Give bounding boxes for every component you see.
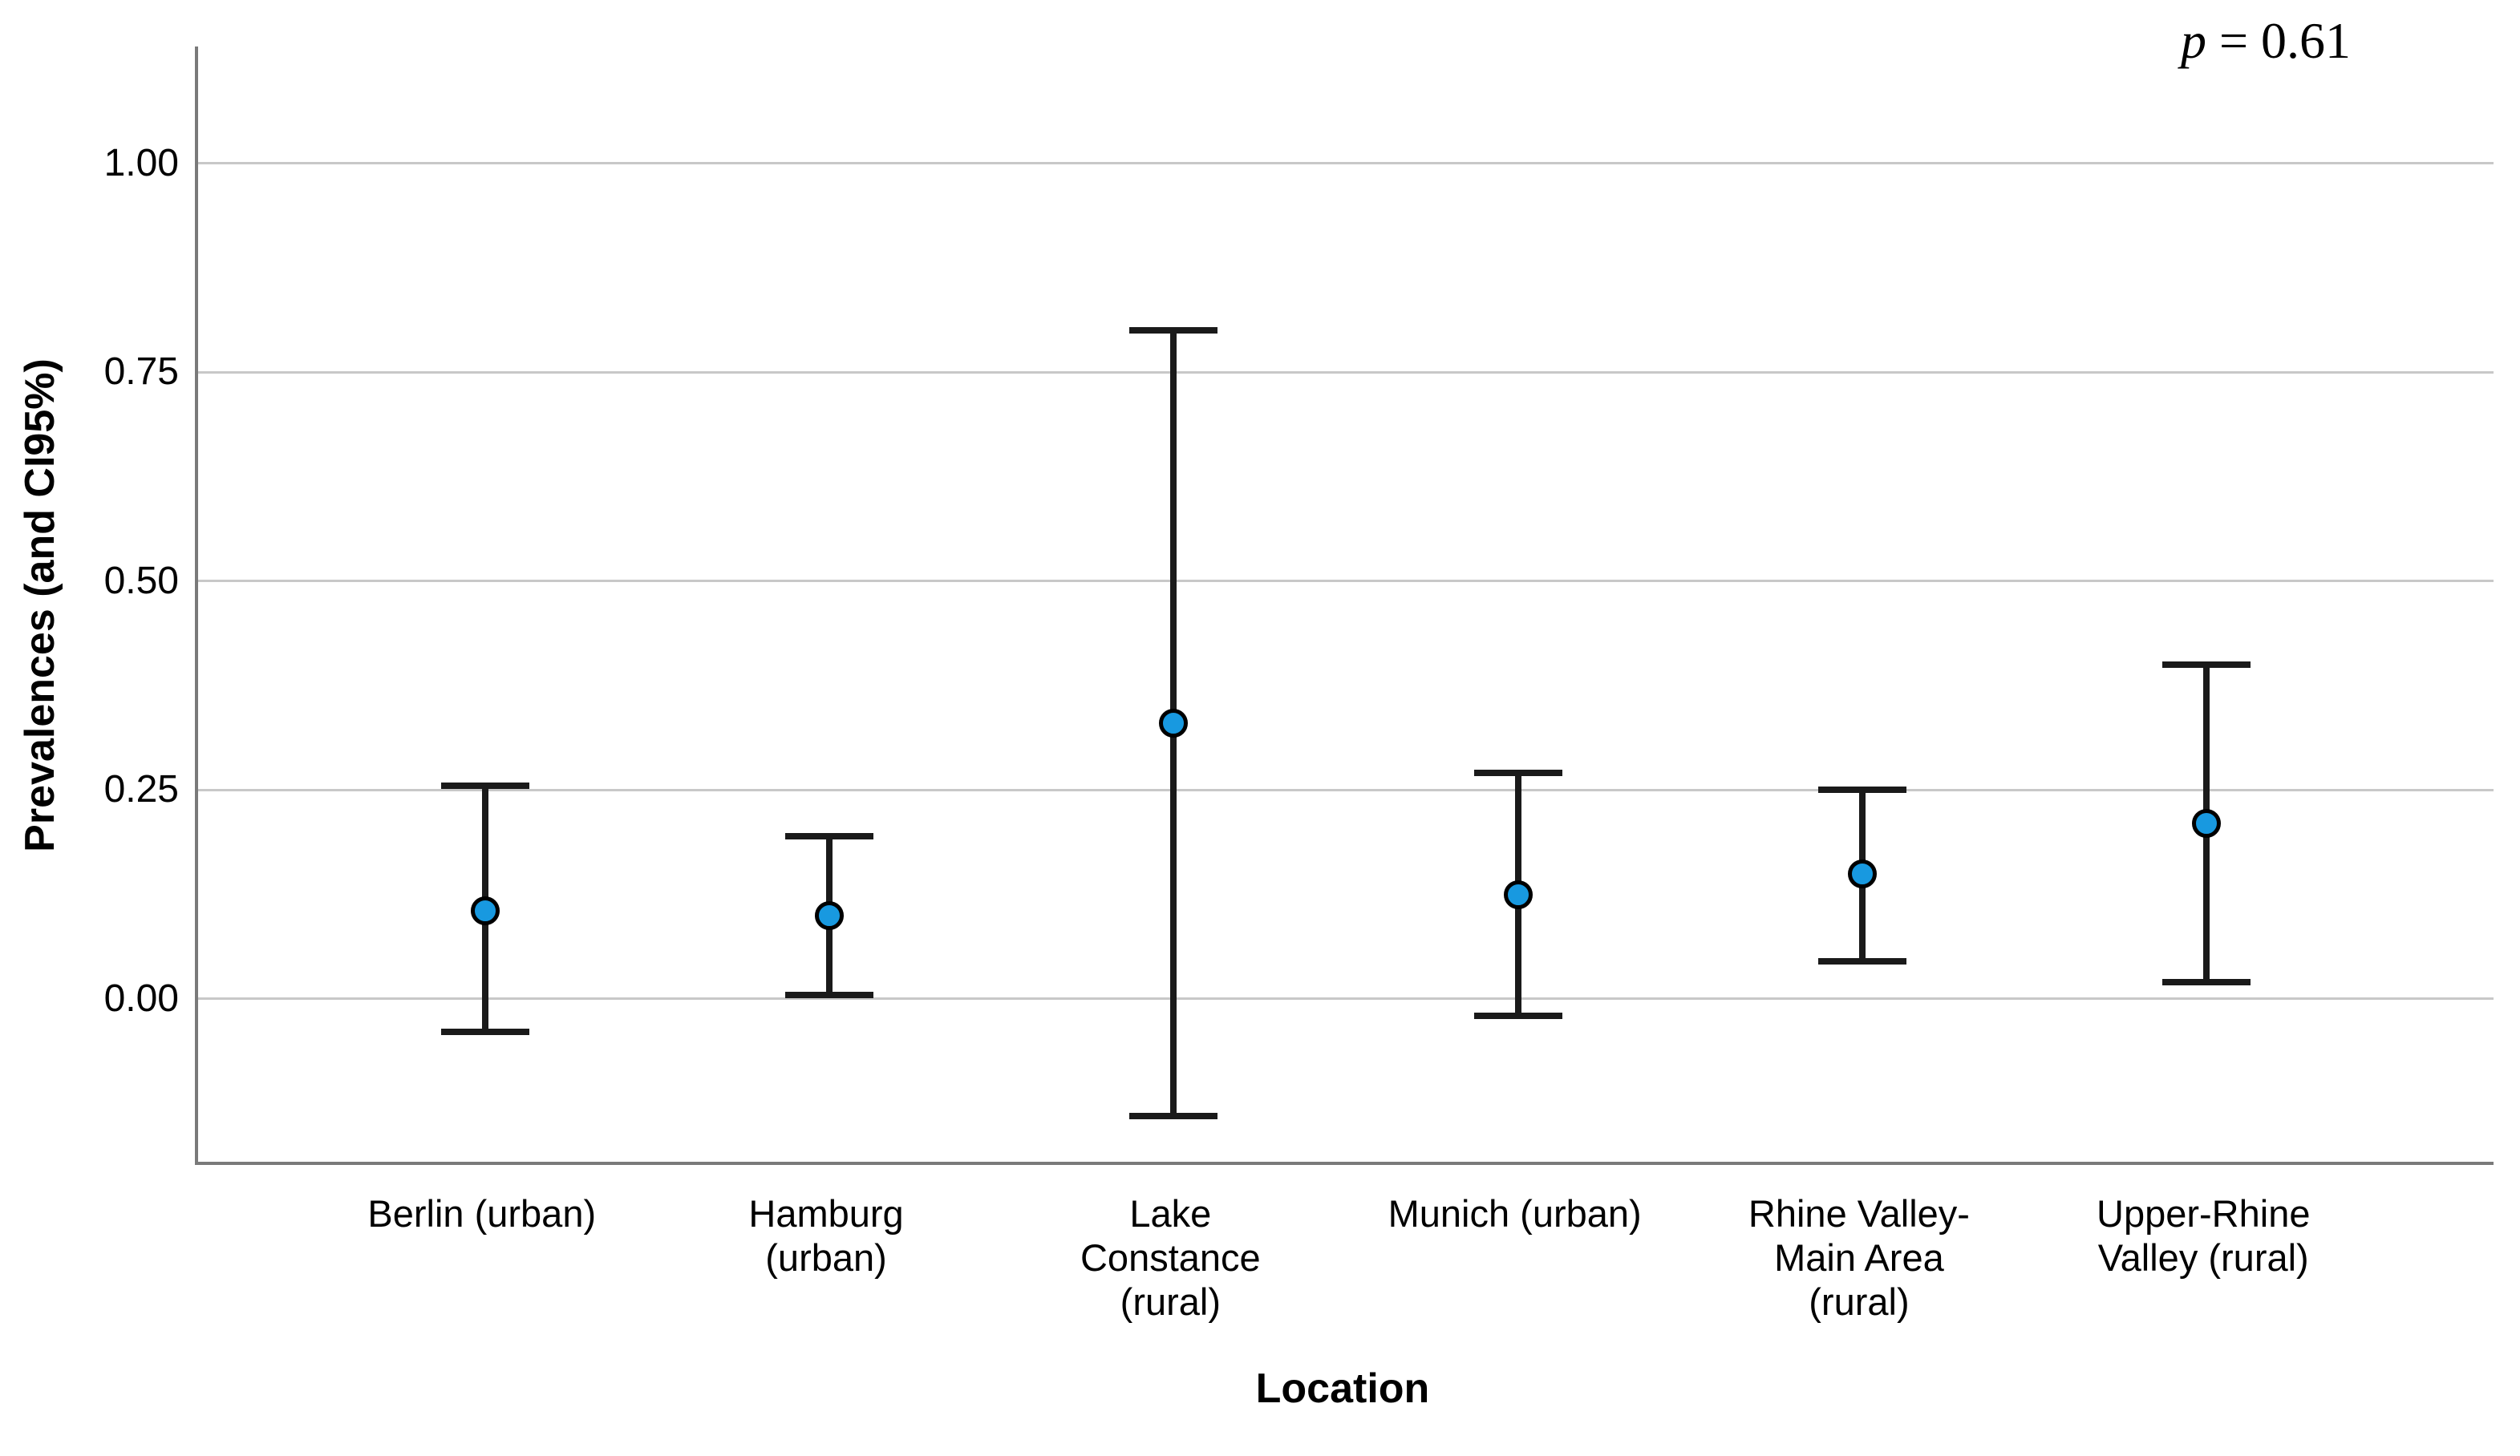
y-tick-label-1.00: 1.00: [103, 141, 179, 184]
mean-marker-berlin-urban: [470, 896, 500, 926]
ci-cap-upper: [1473, 770, 1562, 777]
mean-marker-lake-constance-rural: [1159, 708, 1189, 738]
gridline-0.00: [198, 997, 2494, 1001]
category-label-lake-constance-rural: Lake Constance (rural): [1080, 1192, 1261, 1323]
p-symbol: p: [2180, 12, 2206, 69]
mean-marker-munich-urban: [1503, 880, 1533, 909]
x-axis-title: Location: [1255, 1365, 1430, 1412]
y-tick-label-0.00: 0.00: [103, 977, 179, 1020]
category-label-munich-urban: Munich (urban): [1388, 1192, 1642, 1235]
ci-cap-lower: [1817, 957, 1906, 965]
gridline-0.75: [198, 370, 2494, 374]
ci-cap-upper: [1817, 787, 1906, 794]
mean-marker-upper-rhine-valley-rural: [2192, 809, 2222, 838]
gridline-1.00: [198, 162, 2494, 165]
category-label-rhine-valley-main-area-rural: Rhine Valley- Main Area (rural): [1748, 1192, 1970, 1323]
category-label-hamburg-urban: Hamburg (urban): [748, 1192, 904, 1279]
mean-marker-hamburg-urban: [815, 900, 845, 930]
ci-cap-upper: [440, 783, 529, 790]
ci-cap-upper: [2162, 661, 2251, 669]
y-tick-label-0.25: 0.25: [103, 768, 179, 811]
ci-cap-upper: [785, 832, 874, 839]
ci-cap-lower: [2162, 978, 2251, 985]
ci-cap-lower: [1129, 1112, 1218, 1119]
gridline-0.25: [198, 788, 2494, 791]
p-value-annotation: p = 0.61: [2097, 11, 2434, 71]
y-tick-label-0.75: 0.75: [103, 350, 179, 394]
category-label-upper-rhine-valley-rural: Upper-Rhine Valley (rural): [2097, 1192, 2311, 1279]
gridline-0.50: [198, 580, 2494, 583]
ci-cap-lower: [785, 991, 874, 998]
ci-cap-lower: [440, 1029, 529, 1036]
p-value-text: = 0.61: [2206, 12, 2352, 69]
y-axis-title: Prevalences (and CI95%): [17, 358, 63, 852]
y-tick-label-0.50: 0.50: [103, 559, 179, 602]
mean-marker-rhine-valley-main-area-rural: [1847, 859, 1877, 888]
category-label-berlin-urban: Berlin (urban): [367, 1192, 597, 1235]
ci-cap-upper: [1129, 327, 1218, 334]
ci-cap-lower: [1473, 1012, 1562, 1019]
plot-area: [195, 47, 2494, 1165]
